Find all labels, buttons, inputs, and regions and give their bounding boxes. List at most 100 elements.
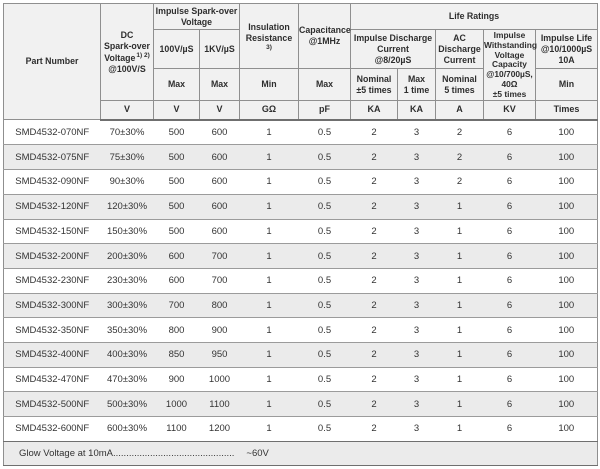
dc-sparkover-cell: 500±30%: [100, 391, 154, 417]
impulse-1kv-cell: 1100: [199, 391, 240, 417]
impulse-100v-cell: 1000: [153, 391, 200, 417]
ac-discharge-cell: 1: [435, 416, 484, 442]
dc-label: DC Spark-over Voltage: [104, 29, 150, 63]
table-row: SMD4532-070NF 70±30% 500 600 1 0.5 2 3 2…: [3, 119, 598, 145]
unit-ac: A: [435, 100, 484, 121]
unit-insulation: GΩ: [239, 100, 299, 121]
part-number-cell: SMD4532-150NF: [3, 218, 101, 244]
capacitance-cell: 0.5: [298, 169, 351, 195]
dc-sparkover-cell: 470±30%: [100, 366, 154, 392]
label-max: Max: [167, 79, 186, 90]
col-header-dc-sparkover: DC Spark-over Voltage1) 2) @100V/S: [100, 2, 154, 102]
dc-sparkover-cell: 120±30%: [100, 193, 154, 219]
col-header-insulation: Insulation Resistance 3): [239, 2, 299, 70]
impulse-life-cell: 100: [535, 169, 598, 195]
unit-label: V: [216, 104, 223, 115]
part-number-cell: SMD4532-300NF: [3, 292, 101, 318]
label-1kvus: 1KV/µS: [204, 43, 235, 54]
col-header-impulse-discharge: Impulse Discharge Current @8/20µS: [350, 28, 436, 70]
impulse-100v-cell: 500: [153, 193, 200, 219]
table-row: SMD4532-230NF 230±30% 600 700 1 0.5 2 3 …: [3, 267, 598, 294]
part-number-cell: SMD4532-470NF: [3, 366, 101, 392]
dc-sparkover-cell: 300±30%: [100, 292, 154, 318]
ac-discharge-cell: 1: [435, 391, 484, 417]
table-row: SMD4532-200NF 200±30% 600 700 1 0.5 2 3 …: [3, 243, 598, 269]
discharge-max-cell: 3: [397, 391, 436, 417]
table-row: SMD4532-500NF 500±30% 1000 1100 1 0.5 2 …: [3, 391, 598, 417]
insulation-cell: 1: [239, 243, 299, 269]
insulation-cell: 1: [239, 218, 299, 244]
discharge-nominal-cell: 2: [350, 169, 398, 195]
impulse-life-cell: 100: [535, 243, 598, 269]
dc-sparkover-cell: 150±30%: [100, 218, 154, 244]
table-row: SMD4532-600NF 600±30% 1100 1200 1 0.5 2 …: [3, 416, 598, 442]
insulation-cell: 1: [239, 292, 299, 318]
dc-sparkover-cell: 350±30%: [100, 317, 154, 343]
impulse-100v-cell: 1100: [153, 416, 200, 442]
impulse-1kv-cell: 950: [199, 341, 240, 368]
impulse-1kv-cell: 900: [199, 317, 240, 343]
ac-discharge-cell: 1: [435, 292, 484, 318]
unit-label: Times: [553, 104, 580, 115]
capacitance-cell: 0.5: [298, 292, 351, 318]
impulse-life-cell: 100: [535, 391, 598, 417]
table-body: SMD4532-070NF 70±30% 500 600 1 0.5 2 3 2…: [3, 119, 598, 442]
dc-sparkover-cell: 230±30%: [100, 267, 154, 294]
impulse-100v-cell: 850: [153, 341, 200, 368]
discharge-max-cell: 3: [397, 317, 436, 343]
discharge-max-cell: 3: [397, 243, 436, 269]
ac-discharge-cell: 1: [435, 218, 484, 244]
discharge-nominal-cell: 2: [350, 391, 398, 417]
impulse-1kv-cell: 600: [199, 169, 240, 195]
table-row: SMD4532-350NF 350±30% 800 900 1 0.5 2 3 …: [3, 317, 598, 343]
dot-leader: ........................................…: [113, 447, 235, 459]
label-nominal-5times: Nominal ±5 times: [356, 73, 392, 95]
dc-condition: @100V/S: [108, 63, 146, 74]
dc-sparkover-cell: 75±30%: [100, 144, 154, 170]
table-row: SMD4532-400NF 400±30% 850 950 1 0.5 2 3 …: [3, 341, 598, 368]
discharge-max-cell: 3: [397, 119, 436, 145]
withstanding-kv-cell: 6: [483, 391, 536, 417]
insulation-cell: 1: [239, 391, 299, 417]
capacitance-cell: 0.5: [298, 416, 351, 442]
capacitance-cell: 0.5: [298, 267, 351, 294]
impulse-100v-cell: 500: [153, 218, 200, 244]
impulse-discharge-label: Impulse Discharge Current @8/20µS: [353, 32, 433, 65]
withstanding-kv-cell: 6: [483, 218, 536, 244]
unit-label: V: [123, 104, 130, 115]
part-number-cell: SMD4532-230NF: [3, 267, 101, 294]
insulation-cell: 1: [239, 193, 299, 219]
col-header-capacitance: Capacitance @1MHz: [298, 2, 351, 70]
col-header-100vus: 100V/µS: [153, 28, 200, 70]
unit-label: GΩ: [261, 104, 277, 115]
col-header-impulse-withstanding: Impulse Withstanding Voltage Capacity @1…: [483, 28, 537, 102]
withstanding-kv-cell: 6: [483, 267, 536, 294]
capacitance-cell: 0.5: [298, 218, 351, 244]
unit-discharge-max: KA: [397, 100, 436, 121]
ac-discharge-label: AC Discharge Current: [438, 32, 481, 65]
impulse-sparkover-label: Impulse Spark-over Voltage: [155, 5, 238, 27]
subheader-insulation-min: Min: [239, 68, 299, 102]
impulse-100v-cell: 500: [153, 169, 200, 195]
impulse-1kv-cell: 1200: [199, 416, 240, 442]
withstanding-kv-cell: 6: [483, 119, 536, 145]
dc-sparkover-cell: 200±30%: [100, 243, 154, 269]
impulse-withstanding-label: Impulse Withstanding Voltage Capacity @1…: [484, 30, 537, 99]
impulse-life-cell: 100: [535, 144, 598, 170]
impulse-1kv-cell: 800: [199, 292, 240, 318]
insulation-cell: 1: [239, 416, 299, 442]
discharge-max-cell: 3: [397, 341, 436, 368]
discharge-max-cell: 3: [397, 144, 436, 170]
dc-sparkover-cell: 90±30%: [100, 169, 154, 195]
part-number-cell: SMD4532-400NF: [3, 341, 101, 368]
table-row: SMD4532-150NF 150±30% 500 600 1 0.5 2 3 …: [3, 218, 598, 244]
subheader-100vus-max: Max: [153, 68, 200, 102]
ac-discharge-cell: 2: [435, 169, 484, 195]
unit-label: KV: [503, 104, 516, 115]
impulse-100v-cell: 600: [153, 267, 200, 294]
col-header-impulse-sparkover: Impulse Spark-over Voltage: [153, 3, 240, 30]
impulse-life-cell: 100: [535, 267, 598, 294]
table-footer: Glow Voltage at 10mA....................…: [3, 440, 598, 466]
impulse-100v-cell: 900: [153, 366, 200, 392]
